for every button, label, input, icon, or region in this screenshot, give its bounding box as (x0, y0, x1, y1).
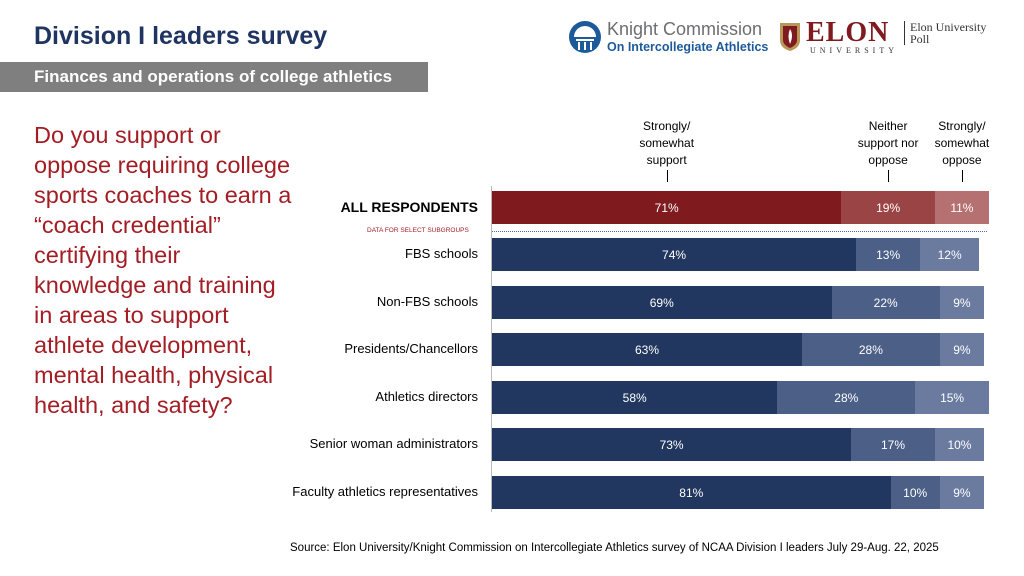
category-label: Non-FBS schools (376, 294, 478, 309)
bar-segment: 9% (939, 333, 985, 366)
data-label: 11% (950, 200, 974, 215)
data-label: 9% (953, 485, 971, 500)
legend-line: somewhat (934, 136, 990, 150)
legend-line: support nor (857, 136, 919, 150)
bar-segment: 9% (939, 476, 985, 509)
bar-segment: 71% (492, 191, 842, 224)
elon-poll-text: Elon University Poll (904, 21, 986, 45)
data-label: 28% (858, 342, 883, 357)
category-label: Presidents/Chancellors (344, 341, 478, 356)
legend-label: Neither support nor oppose (858, 118, 919, 169)
data-label: 69% (649, 295, 674, 310)
legend-line: Strongly/ (643, 119, 691, 133)
subgroup-note: DATA FOR SELECT SUBGROUPS (367, 227, 469, 234)
bar-segment: 19% (841, 191, 935, 224)
bar-segment: 22% (831, 286, 940, 319)
legend-line: oppose (942, 153, 982, 167)
y-axis-line (491, 186, 492, 512)
data-label: 15% (940, 390, 965, 405)
legend-tick (961, 170, 963, 182)
legend-label: Strongly/somewhat support (639, 118, 694, 169)
elon-shield-icon (780, 23, 800, 51)
bar-segment: 10% (934, 428, 985, 461)
category-label: ALL RESPONDENTS (340, 199, 478, 215)
bar-segment: 63% (492, 333, 802, 366)
data-label: 19% (876, 200, 901, 215)
data-label: 9% (953, 295, 971, 310)
elon-logo-text: ELON (806, 17, 890, 48)
category-label: FBS schools (405, 246, 478, 261)
survey-question: Do you support or oppose requiring colle… (34, 122, 292, 418)
bar-segment: 74% (492, 238, 857, 271)
legend-line: Neither (868, 119, 908, 133)
bar-segment: 12% (920, 238, 980, 271)
data-label: 17% (881, 437, 906, 452)
data-label: 22% (873, 295, 898, 310)
data-label: 12% (937, 247, 962, 262)
data-label: 9% (953, 342, 971, 357)
data-label: 71% (654, 200, 679, 215)
bar-segment: 58% (492, 381, 778, 414)
bar-segment: 28% (802, 333, 940, 366)
legend-tick (888, 170, 890, 182)
data-label: 74% (662, 247, 687, 262)
data-label: 28% (834, 390, 859, 405)
poll-line-1: Elon University (910, 20, 987, 34)
bar-segment: 81% (492, 476, 891, 509)
bar-segment: 13% (856, 238, 921, 271)
poll-line-2: Poll (910, 32, 930, 46)
subgroup-divider (492, 231, 987, 232)
bar-segment: 15% (915, 381, 989, 414)
bar-segment: 17% (851, 428, 935, 461)
legend-line: oppose (868, 153, 908, 167)
data-label: 10% (903, 485, 928, 500)
data-label: 63% (634, 342, 660, 357)
page-title: Division I leaders survey (34, 22, 328, 50)
knight-logo-text: Knight Commission (607, 19, 763, 39)
knight-logo-subtext: On Intercollegiate Athletics (607, 40, 769, 54)
source-note: Source: Elon University/Knight Commissio… (290, 542, 939, 554)
legend-line: somewhat (639, 136, 695, 150)
knight-commission-logo-icon (569, 21, 601, 53)
bar-segment: 10% (890, 476, 940, 509)
bar-segment: 11% (934, 191, 989, 224)
category-label: Senior woman administrators (309, 436, 478, 451)
data-label: 10% (947, 437, 972, 452)
bar-segment: 28% (777, 381, 916, 414)
data-label: 81% (679, 485, 704, 500)
data-label: 73% (659, 437, 684, 452)
legend-label: Strongly/somewhat oppose (935, 118, 990, 169)
legend-line: Strongly/ (938, 119, 986, 133)
category-label: Faculty athletics representatives (292, 484, 478, 499)
bar-segment: 9% (939, 286, 985, 319)
data-label: 13% (876, 247, 901, 262)
elon-logo-subtext: UNIVERSITY (810, 46, 898, 55)
legend-tick (666, 170, 668, 182)
legend-line: support (646, 153, 687, 167)
bar-segment: 73% (492, 428, 852, 461)
category-label: Athletics directors (375, 389, 478, 404)
bar-segment: 69% (492, 286, 832, 319)
subtitle-band (0, 62, 428, 92)
page-subtitle: Finances and operations of college athle… (34, 67, 393, 86)
data-label: 58% (622, 390, 647, 405)
